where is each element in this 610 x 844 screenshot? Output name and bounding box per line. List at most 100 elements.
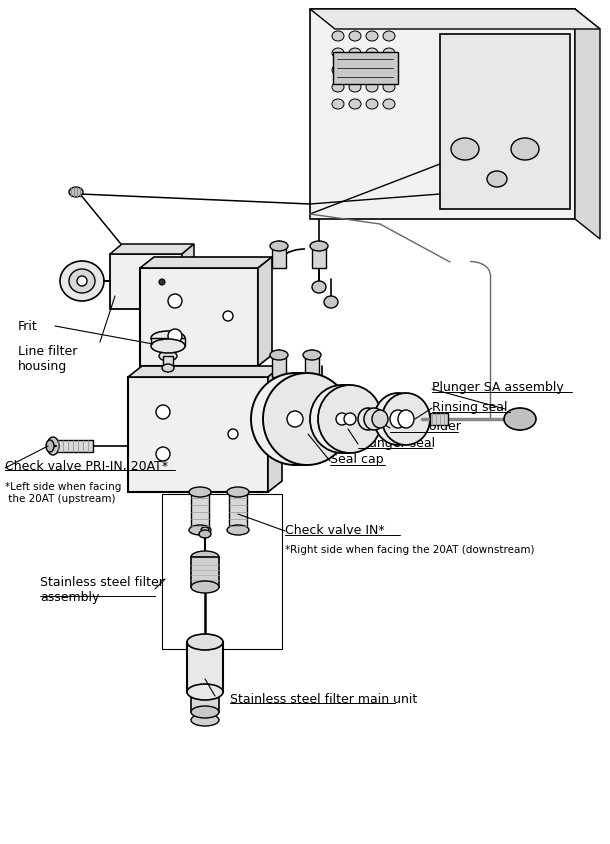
Bar (163, 356, 173, 366)
Ellipse shape (332, 49, 344, 59)
Bar (151, 338, 185, 347)
Polygon shape (140, 257, 272, 268)
Ellipse shape (374, 393, 422, 446)
Text: Seal cap: Seal cap (330, 453, 384, 466)
Ellipse shape (191, 706, 219, 718)
Ellipse shape (189, 488, 211, 497)
Text: Plunger seal: Plunger seal (358, 436, 435, 449)
Text: Check valve PRI-IN, 20AT*: Check valve PRI-IN, 20AT* (5, 460, 168, 473)
Bar (56, 441, 93, 452)
Bar (191, 692, 219, 712)
Bar (305, 355, 319, 377)
Ellipse shape (159, 352, 177, 361)
Ellipse shape (191, 582, 219, 593)
Ellipse shape (251, 374, 339, 465)
Ellipse shape (310, 386, 374, 453)
Ellipse shape (270, 241, 288, 252)
Ellipse shape (199, 530, 211, 538)
Bar (187, 642, 223, 692)
Ellipse shape (383, 83, 395, 93)
Polygon shape (268, 366, 282, 492)
Ellipse shape (366, 49, 378, 59)
Bar (310, 10, 575, 219)
Polygon shape (110, 245, 194, 255)
Ellipse shape (60, 262, 104, 301)
Ellipse shape (189, 525, 211, 535)
Polygon shape (258, 257, 272, 366)
Ellipse shape (383, 100, 395, 110)
Ellipse shape (156, 405, 170, 419)
Text: Frit: Frit (18, 320, 38, 333)
Ellipse shape (318, 386, 382, 453)
Ellipse shape (69, 270, 95, 294)
Ellipse shape (223, 311, 233, 322)
Bar (191, 492, 209, 530)
Text: *Left side when facing
 the 20AT (upstream): *Left side when facing the 20AT (upstrea… (5, 481, 121, 503)
Ellipse shape (187, 684, 223, 701)
Ellipse shape (349, 32, 361, 42)
Polygon shape (182, 245, 194, 310)
Ellipse shape (382, 393, 430, 446)
Text: Stainless steel filter main unit: Stainless steel filter main unit (230, 693, 417, 706)
Ellipse shape (366, 66, 378, 76)
Bar (272, 246, 286, 268)
Ellipse shape (228, 430, 238, 440)
Ellipse shape (383, 32, 395, 42)
Ellipse shape (366, 32, 378, 42)
Ellipse shape (151, 332, 185, 345)
Ellipse shape (366, 83, 378, 93)
Ellipse shape (383, 66, 395, 76)
Text: Seal holder: Seal holder (390, 420, 461, 433)
Ellipse shape (263, 374, 351, 465)
Bar (128, 377, 268, 492)
Text: *Right side when facing the 20AT (downstream): *Right side when facing the 20AT (downst… (285, 544, 534, 555)
Polygon shape (128, 366, 282, 377)
Ellipse shape (227, 488, 249, 497)
Ellipse shape (349, 100, 361, 110)
Ellipse shape (156, 447, 170, 462)
Ellipse shape (310, 241, 328, 252)
Ellipse shape (191, 714, 219, 726)
Ellipse shape (349, 49, 361, 59)
Ellipse shape (77, 277, 87, 287)
Ellipse shape (358, 408, 378, 430)
Ellipse shape (349, 66, 361, 76)
Ellipse shape (364, 408, 384, 430)
Text: Check valve IN*: Check valve IN* (285, 523, 385, 536)
Ellipse shape (487, 172, 507, 187)
Ellipse shape (46, 441, 54, 452)
Ellipse shape (151, 339, 185, 354)
Bar (333, 53, 398, 85)
Polygon shape (310, 10, 600, 30)
Ellipse shape (332, 100, 344, 110)
Ellipse shape (227, 525, 249, 535)
Ellipse shape (312, 282, 326, 294)
Ellipse shape (344, 414, 356, 425)
Bar (162, 495, 282, 649)
Ellipse shape (270, 350, 288, 360)
Bar (191, 557, 219, 587)
Polygon shape (575, 10, 600, 240)
Ellipse shape (332, 32, 344, 42)
Ellipse shape (187, 634, 223, 650)
Ellipse shape (191, 551, 219, 563)
Ellipse shape (168, 295, 182, 309)
Ellipse shape (168, 330, 182, 344)
Bar (140, 268, 258, 366)
Text: Plunger SA assembly: Plunger SA assembly (432, 380, 564, 393)
Ellipse shape (162, 365, 174, 372)
Ellipse shape (324, 296, 338, 309)
Text: Rinsing seal: Rinsing seal (432, 400, 508, 413)
Bar (430, 414, 448, 425)
Ellipse shape (504, 408, 536, 430)
Ellipse shape (451, 138, 479, 161)
Ellipse shape (372, 410, 388, 429)
Ellipse shape (332, 83, 344, 93)
Ellipse shape (398, 410, 414, 429)
Ellipse shape (383, 49, 395, 59)
Ellipse shape (159, 279, 165, 285)
Ellipse shape (287, 412, 303, 428)
Bar (110, 255, 182, 310)
Ellipse shape (69, 187, 83, 197)
Ellipse shape (349, 83, 361, 93)
